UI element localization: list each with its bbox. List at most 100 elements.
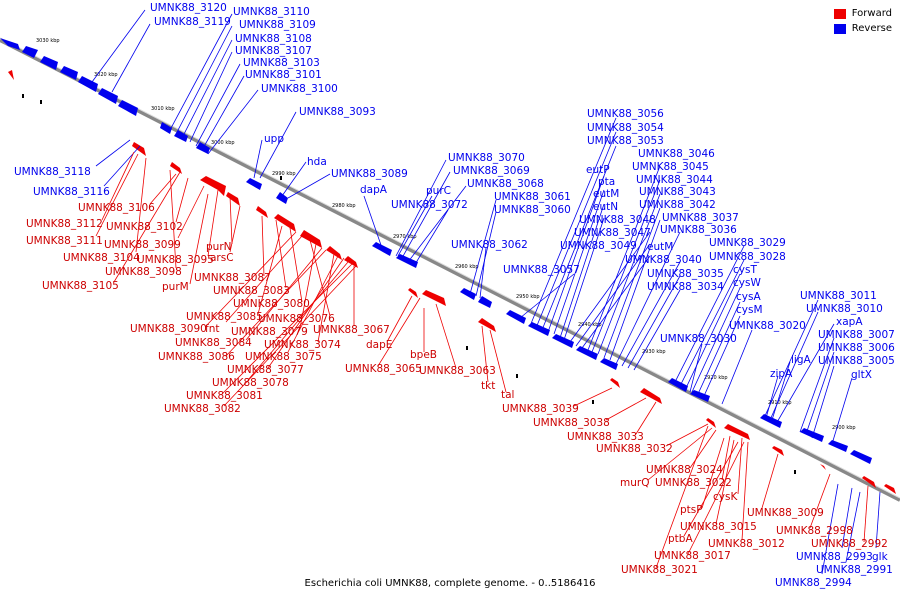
gene-label[interactable]: UMNK88_3029 [709, 237, 786, 249]
gene-label[interactable]: UMNK88_3062 [451, 239, 528, 251]
gene-label[interactable]: bpeB [410, 349, 437, 361]
gene-label[interactable]: UMNK88_3079 [231, 326, 308, 338]
gene-label[interactable]: gltX [851, 369, 872, 381]
gene-label[interactable]: UMNK88_3103 [243, 57, 320, 69]
gene-label[interactable]: UMNK88_3093 [299, 106, 376, 118]
gene-label[interactable]: UMNK88_3049 [560, 240, 637, 252]
gene-arrow-reverse[interactable] [174, 130, 188, 142]
gene-label[interactable]: purC [426, 185, 451, 197]
gene-arrow-reverse[interactable] [552, 334, 574, 348]
gene-label[interactable]: UMNK88_3020 [729, 320, 806, 332]
gene-arrow-reverse[interactable] [600, 358, 618, 370]
gene-label[interactable]: glk [872, 551, 889, 563]
gene-label[interactable]: UMNK88_3028 [709, 251, 786, 263]
gene-label[interactable]: UMNK88_3010 [806, 303, 883, 315]
gene-label[interactable]: UMNK88_3069 [453, 165, 530, 177]
gene-label[interactable]: ptbA [668, 533, 693, 545]
gene-arrow-forward[interactable] [884, 484, 896, 494]
gene-arrow-reverse[interactable] [478, 296, 492, 308]
gene-label[interactable]: UMNK88_3057 [503, 264, 580, 276]
gene-label[interactable]: UMNK88_3068 [467, 178, 544, 190]
gene-label[interactable]: UMNK88_3082 [164, 403, 241, 415]
gene-label[interactable]: UMNK88_3072 [391, 199, 468, 211]
gene-label[interactable]: UMNK88_3045 [632, 161, 709, 173]
gene-arrow-reverse[interactable] [0, 38, 20, 50]
gene-arrow-forward[interactable] [170, 162, 182, 174]
gene-label[interactable]: UMNK88_3033 [567, 431, 644, 443]
gene-label[interactable]: UMNK88_3074 [264, 339, 341, 351]
gene-label[interactable]: ptsP [680, 504, 703, 516]
gene-label[interactable]: UMNK88_3078 [212, 377, 289, 389]
gene-arrow-reverse[interactable] [372, 242, 392, 256]
gene-label[interactable]: UMNK88_3046 [638, 148, 715, 160]
gene-arrow-reverse[interactable] [22, 46, 38, 58]
gene-label[interactable]: UMNK88_3022 [655, 477, 732, 489]
gene-label[interactable]: zipA [770, 368, 793, 380]
gene-label[interactable]: eutP [586, 164, 610, 176]
gene-arrow-reverse[interactable] [98, 88, 118, 104]
gene-label[interactable]: UMNK88_3034 [647, 281, 724, 293]
gene-arrow-reverse[interactable] [576, 346, 598, 360]
gene-label[interactable]: UMNK88_3085 [186, 311, 263, 323]
gene-label[interactable]: UMNK88_3105 [42, 280, 119, 292]
gene-arrow-forward[interactable] [226, 192, 240, 206]
gene-label[interactable]: UMNK88_3040 [625, 254, 702, 266]
gene-arrow-reverse[interactable] [60, 66, 78, 80]
gene-label[interactable]: tal [501, 389, 514, 401]
gene-arrow-reverse[interactable] [78, 76, 98, 92]
gene-label[interactable]: UMNK88_3104 [63, 252, 140, 264]
gene-label[interactable]: UMNK88_3095 [137, 254, 214, 266]
gene-arrow-forward[interactable] [200, 176, 226, 196]
gene-label[interactable]: UMNK88_3070 [448, 152, 525, 164]
gene-label[interactable]: UMNK88_2992 [811, 538, 888, 550]
gene-label[interactable]: UMNK88_3090 [130, 323, 207, 335]
gene-arrow-forward[interactable] [724, 424, 750, 440]
gene-label[interactable]: UMNK88_3101 [245, 69, 322, 81]
gene-label[interactable]: UMNK88_3087 [194, 272, 271, 284]
gene-label[interactable]: dapA [360, 184, 388, 196]
gene-label[interactable]: upp [264, 133, 284, 145]
gene-label[interactable]: UMNK88_3060 [494, 204, 571, 216]
gene-arrow-reverse[interactable] [760, 414, 782, 428]
gene-label[interactable]: UMNK88_3012 [708, 538, 785, 550]
gene-arrow-reverse[interactable] [506, 310, 526, 324]
gene-arrow-reverse[interactable] [460, 288, 476, 300]
gene-label[interactable]: cysW [733, 277, 761, 289]
gene-arrow-forward[interactable] [478, 318, 496, 332]
gene-label[interactable]: UMNK88_3024 [646, 464, 723, 476]
gene-arrow-forward[interactable] [422, 290, 446, 306]
gene-arrow-forward[interactable] [274, 214, 296, 232]
gene-arrow-forward[interactable] [640, 388, 662, 404]
gene-label[interactable]: UMNK88_3100 [261, 83, 338, 95]
gene-label[interactable]: UMNK88_3037 [662, 212, 739, 224]
gene-arrow-forward[interactable] [300, 230, 322, 248]
gene-label[interactable]: UMNK88_3065 [345, 363, 422, 375]
gene-label[interactable]: UMNK88_3089 [331, 168, 408, 180]
gene-label[interactable]: UMNK88_3036 [660, 224, 737, 236]
gene-label[interactable]: UMNK88_2993 [796, 551, 873, 563]
gene-arrow-forward[interactable] [256, 206, 268, 218]
gene-label[interactable]: UMNK88_3042 [639, 199, 716, 211]
gene-label[interactable]: UMNK88_2991 [816, 564, 893, 576]
gene-label[interactable]: UMNK88_3015 [680, 521, 757, 533]
gene-arrow-reverse[interactable] [118, 100, 138, 116]
gene-arrow-forward[interactable] [862, 476, 876, 488]
gene-arrow-reverse[interactable] [668, 378, 688, 392]
gene-label[interactable]: ligA [791, 354, 811, 366]
gene-label[interactable]: UMNK88_3061 [494, 191, 571, 203]
gene-label[interactable]: cysK [713, 491, 738, 503]
gene-label[interactable]: cysA [736, 291, 761, 303]
gene-label[interactable]: purM [162, 281, 189, 293]
gene-label[interactable]: UMNK88_3106 [78, 202, 155, 214]
gene-label[interactable]: UMNK88_3077 [227, 364, 304, 376]
gene-arrow-reverse[interactable] [828, 440, 848, 452]
gene-arrow-forward[interactable] [772, 446, 784, 456]
legend-reverse[interactable]: Reverse [833, 23, 892, 34]
gene-arrow-forward[interactable] [408, 288, 418, 298]
gene-label[interactable]: UMNK88_3098 [105, 266, 182, 278]
gene-arrow-reverse[interactable] [246, 178, 262, 190]
gene-label[interactable]: UMNK88_3084 [175, 337, 252, 349]
gene-label[interactable]: UMNK88_3075 [245, 351, 322, 363]
gene-label[interactable]: UMNK88_3111 [26, 235, 103, 247]
gene-label[interactable]: UMNK88_3109 [239, 19, 316, 31]
